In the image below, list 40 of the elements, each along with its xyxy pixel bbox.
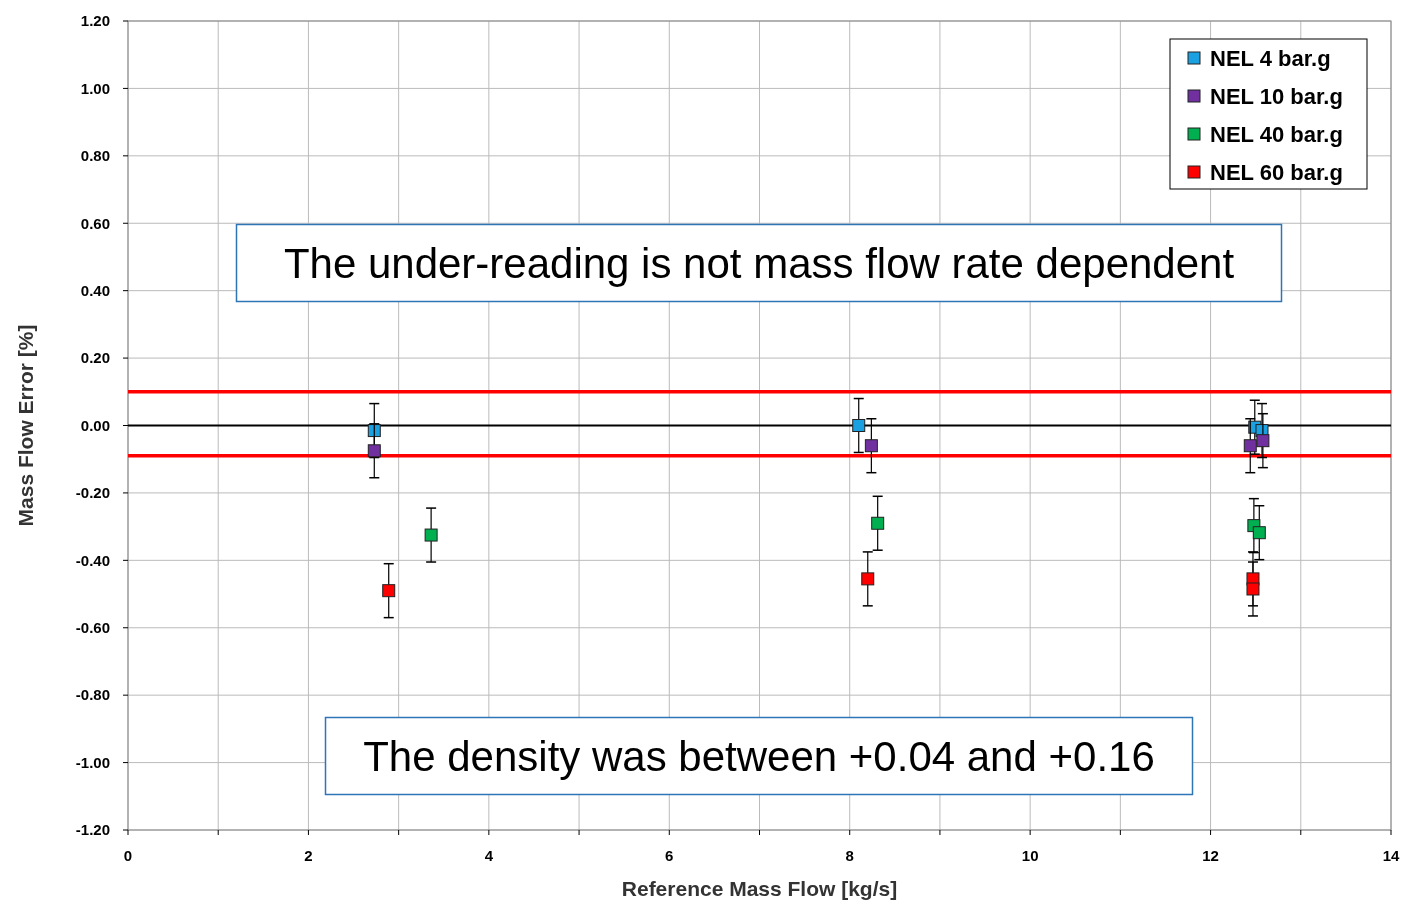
- point: [367, 444, 381, 458]
- x-tick-label: 4: [484, 847, 494, 864]
- y-tick-label: -0.20: [75, 484, 110, 502]
- x-tick-label: 8: [845, 847, 854, 864]
- x-tick-label: 6: [665, 847, 674, 864]
- y-tick-label: -1.00: [75, 753, 110, 771]
- y-tick-label: -0.80: [75, 686, 110, 704]
- y-tick-label: 0.00: [80, 416, 110, 434]
- legend-label: NEL 4 bar.g: [1210, 45, 1331, 71]
- x-tick-label: 0: [123, 847, 133, 864]
- y-tick-label: 0.40: [80, 281, 110, 299]
- legend-label: NEL 40 bar.g: [1210, 121, 1343, 147]
- annotation: The density was between +0.04 and +0.16: [363, 732, 1155, 780]
- point: [1243, 439, 1257, 453]
- legend-label: NEL 10 bar.g: [1210, 83, 1343, 109]
- point: [1256, 434, 1270, 448]
- point: [861, 572, 875, 586]
- x-axis-title: Reference Mass Flow [kg/s]: [621, 877, 898, 900]
- y-tick-label: 0.20: [80, 349, 110, 367]
- y-tick-label: -1.20: [75, 821, 110, 839]
- point: [382, 584, 396, 598]
- point: [1246, 582, 1260, 596]
- point: [424, 528, 438, 542]
- point: [864, 439, 878, 453]
- y-tick-label: 1.00: [80, 79, 110, 97]
- x-tick-label: 14: [1382, 847, 1400, 864]
- x-tick-label: 2: [304, 847, 313, 864]
- y-tick-label: 0.60: [80, 214, 110, 232]
- y-tick-label: 0.80: [80, 147, 110, 165]
- y-tick-label: -0.60: [75, 619, 110, 636]
- y-tick-label: -0.40: [75, 551, 110, 569]
- point: [871, 516, 885, 530]
- point: [852, 419, 866, 432]
- y-tick-label: 1.20: [80, 12, 110, 30]
- legend-label: NEL 60 bar.g: [1210, 159, 1343, 185]
- x-tick-label: 10: [1021, 847, 1039, 864]
- y-axis-title: Mass Flow Error [%]: [14, 324, 37, 527]
- x-tick-label: 12: [1202, 847, 1219, 864]
- point: [1252, 526, 1266, 540]
- annotation: The under-reading is not mass flow rate dependent: [283, 239, 1235, 287]
